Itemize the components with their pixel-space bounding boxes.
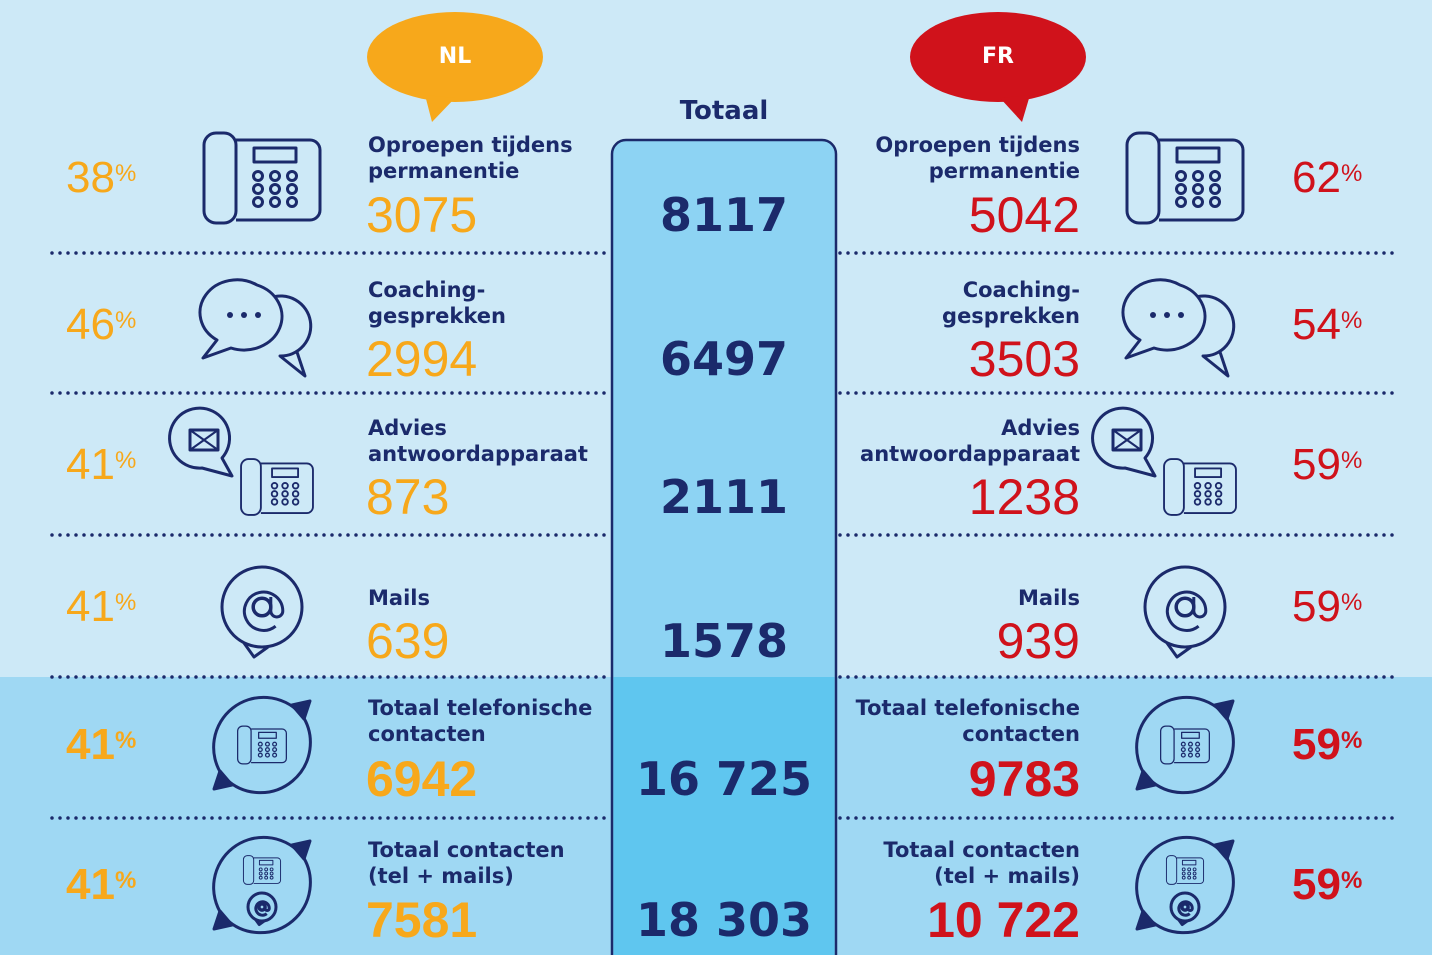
phone-icon xyxy=(202,131,322,225)
mail-icon xyxy=(1143,565,1227,659)
nl-label: Totaal telefonische contacten xyxy=(368,696,593,746)
mail-bubble-icon xyxy=(1091,406,1157,478)
total-column-band xyxy=(613,677,835,955)
nl-label: Oproepen tijdens permanentie xyxy=(368,133,573,183)
fr-value: 9783 xyxy=(968,751,1080,807)
nl-bubble-tail xyxy=(425,95,455,122)
fr-value: 10 722 xyxy=(927,892,1080,948)
fr-value: 1238 xyxy=(968,469,1080,525)
nl-label: Totaal contacten (tel + mails) xyxy=(368,838,565,888)
fr-percent: 59% xyxy=(1292,860,1363,909)
nl-percent: 41% xyxy=(66,440,137,489)
nl-value: 2994 xyxy=(366,331,478,387)
nl-percent: 41% xyxy=(66,720,137,769)
fr-label: Coaching-gesprekken xyxy=(942,278,1080,328)
total-header: Totaal xyxy=(679,96,769,126)
fr-percent: 59% xyxy=(1292,440,1363,489)
nl-value: 6942 xyxy=(366,751,478,807)
nl-percent: 46% xyxy=(66,300,137,349)
contact-cycle-icon xyxy=(212,835,312,935)
mail-bubble-icon xyxy=(168,406,234,478)
nl-percent: 41% xyxy=(66,582,137,631)
fr-value: 939 xyxy=(996,613,1080,669)
nl-label: Mails xyxy=(368,586,430,610)
fr-label: Advies antwoordapparaat xyxy=(860,416,1080,466)
nl-value: 873 xyxy=(366,469,450,525)
total-value: 2111 xyxy=(659,470,789,524)
nl-percent: 38% xyxy=(66,153,137,202)
total-value: 8117 xyxy=(659,188,789,242)
nl-label: Advies antwoordapparaat xyxy=(368,416,588,466)
phone-icon xyxy=(1125,131,1245,225)
chat-icon xyxy=(1121,278,1236,378)
nl-value: 639 xyxy=(366,613,450,669)
fr-percent: 54% xyxy=(1292,300,1363,349)
nl-value: 3075 xyxy=(366,187,478,243)
phone-icon xyxy=(1163,458,1237,516)
fr-bubble-tail xyxy=(1000,95,1030,122)
fr-value: 3503 xyxy=(968,331,1080,387)
phone-cycle-icon xyxy=(212,695,312,795)
chat-icon xyxy=(198,278,313,378)
contact-cycle-icon xyxy=(1135,835,1235,935)
fr-percent: 59% xyxy=(1292,582,1363,631)
fr-header: FR xyxy=(982,44,1014,69)
nl-label: Coaching-gesprekken xyxy=(368,278,506,328)
nl-bubble xyxy=(367,12,543,102)
fr-label: Totaal telefonische contacten xyxy=(855,696,1080,746)
nl-header: NL xyxy=(438,44,472,69)
fr-percent: 62% xyxy=(1292,153,1363,202)
fr-bubble xyxy=(910,12,1086,102)
total-value: 16 725 xyxy=(635,752,813,806)
nl-value: 7581 xyxy=(366,892,478,948)
total-value: 1578 xyxy=(659,614,789,668)
nl-percent: 41% xyxy=(66,860,137,909)
mail-icon xyxy=(220,565,304,659)
fr-label: Mails xyxy=(1018,586,1080,610)
fr-percent: 59% xyxy=(1292,720,1363,769)
total-value: 18 303 xyxy=(635,893,813,947)
phone-icon xyxy=(240,458,314,516)
fr-label: Oproepen tijdens permanentie xyxy=(875,133,1080,183)
fr-label: Totaal contacten (tel + mails) xyxy=(883,838,1080,888)
phone-cycle-icon xyxy=(1135,695,1235,795)
total-value: 6497 xyxy=(659,332,789,386)
fr-value: 5042 xyxy=(968,187,1080,243)
